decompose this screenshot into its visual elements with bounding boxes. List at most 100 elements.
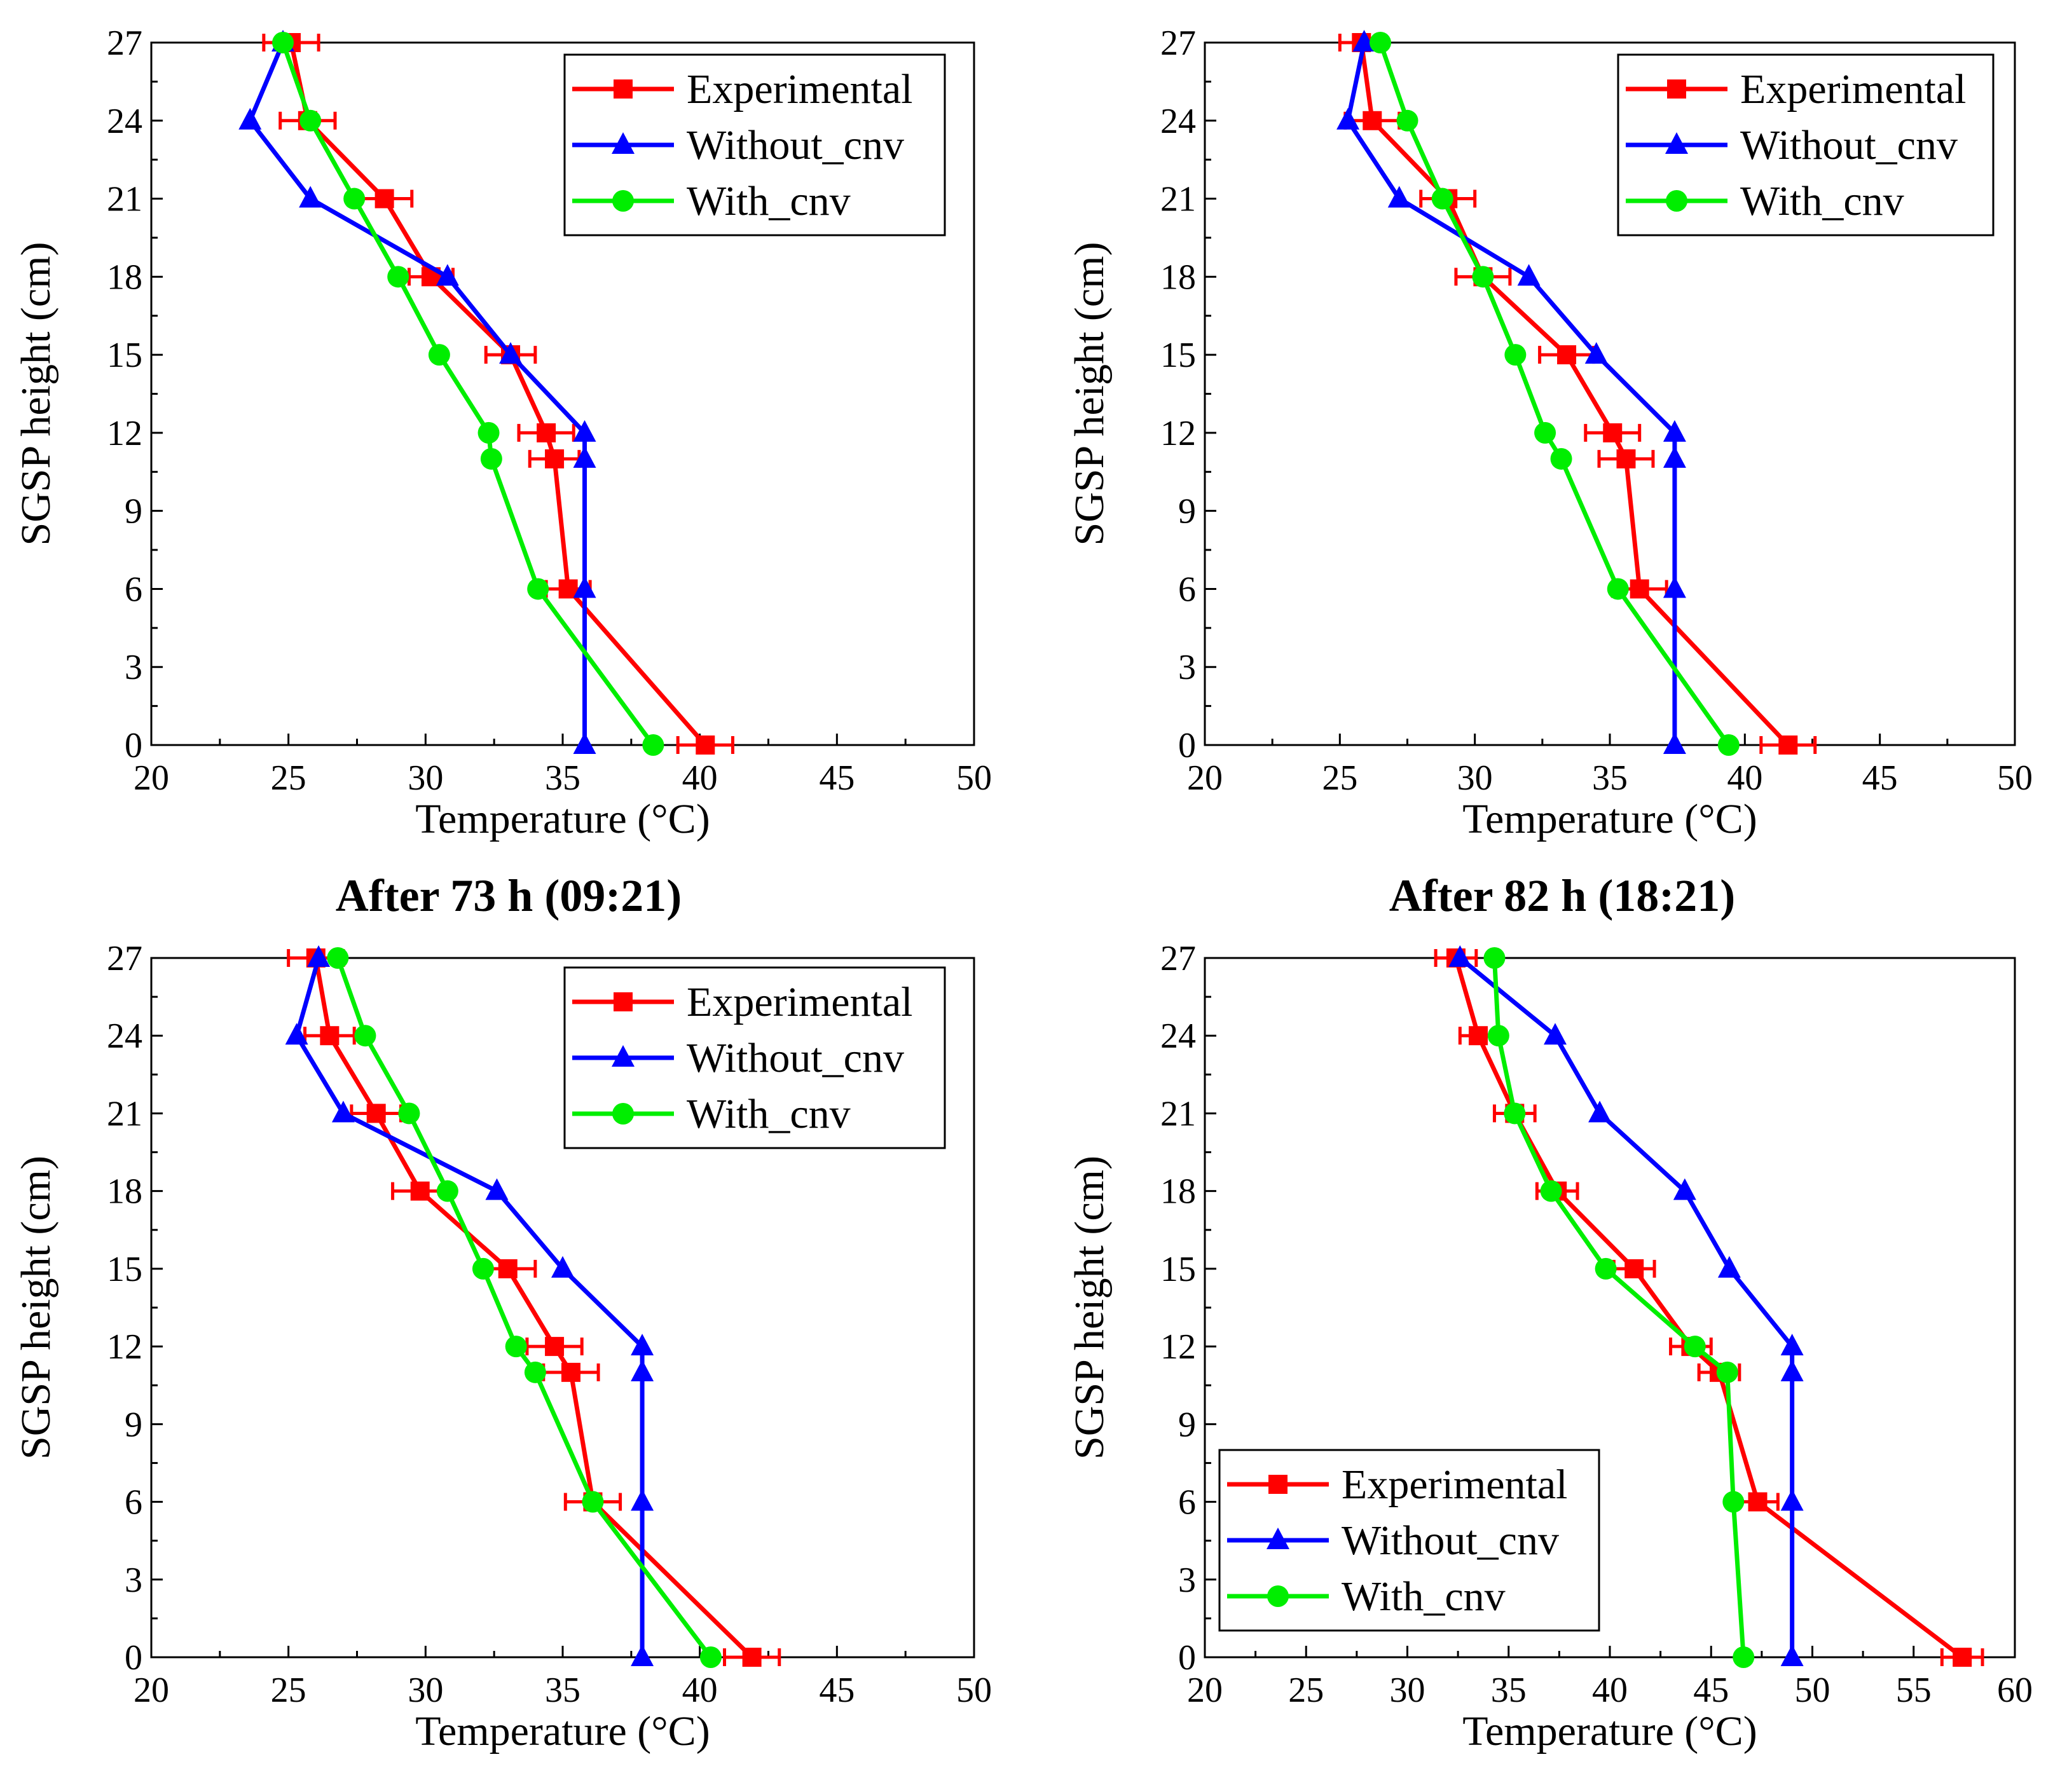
data-point [1717,1255,1741,1278]
legend: Experimental Without_cnv With_cnv [1617,53,1995,236]
y-tick-label: 12 [107,1327,142,1367]
data-point [327,947,349,969]
data-point [1504,344,1527,366]
data-point [428,344,450,366]
data-point [699,1646,722,1668]
y-tick-label: 0 [125,726,142,765]
data-point [1663,732,1686,754]
legend-marker [1267,1528,1289,1549]
x-tick-label: 55 [1896,1671,1932,1710]
y-tick-label: 6 [1178,1483,1196,1522]
data-point [1663,446,1686,468]
data-point [472,1257,494,1280]
legend-marker [1665,132,1688,154]
x-axis-label: Temperature (°C) [415,796,710,842]
data-point [1483,947,1506,969]
data-point [1780,1645,1804,1666]
y-tick-label: 0 [1178,726,1196,765]
x-tick-label: 30 [408,1671,443,1710]
x-tick-label: 40 [1727,758,1762,798]
x-tick-label: 30 [1390,1671,1425,1710]
data-point [320,1026,340,1046]
data-point [1544,1023,1567,1045]
y-tick-label: 0 [1178,1638,1196,1678]
chart-panel-1: 20 25 30 35 40 45 50 0 3 6 9 12 15 18 21 24 27 Temperatur… [13,24,992,842]
y-tick-label: 12 [1160,414,1196,453]
data-point [1607,578,1629,600]
data-point [1624,1259,1644,1278]
series-without-cnv [1336,30,1686,754]
legend: Experimental Without_cnv With_cnv [563,53,946,236]
data-point [1630,579,1649,599]
data-point [1363,111,1382,130]
x-axis-label: Temperature (°C) [415,1708,710,1754]
data-point [642,734,664,756]
legend-marker [614,79,633,99]
x-tick-label: 35 [1592,758,1628,798]
data-point [631,1489,654,1511]
data-point [1472,266,1494,288]
x-tick-label: 50 [1997,758,2033,798]
data-point [1588,1100,1612,1123]
data-point [1550,448,1572,470]
chart-panel-4: 20 25 30 35 40 45 50 55 60 0 3 6 9 12 15 18 21 24 27 Temper… [1066,939,2033,1754]
y-tick-label: 12 [107,414,142,453]
data-point [1396,109,1418,132]
y-tick-label: 24 [107,1016,142,1056]
legend-label: With_cnv [687,178,851,224]
x-tick-label: 35 [1491,1671,1527,1710]
data-point [485,1178,509,1200]
legend-label: Without_cnv [1342,1517,1559,1564]
y-tick-label: 15 [107,336,142,375]
x-tick-label: 25 [271,1671,306,1710]
legend-label: With_cnv [1740,178,1904,224]
x-tick-label: 30 [1457,758,1493,798]
x-tick-label: 25 [1288,1671,1324,1710]
data-point [1684,1336,1706,1358]
data-point [1370,32,1392,53]
y-axis-label: SGSP height (cm) [13,1156,59,1460]
legend-label: Experimental [1342,1461,1568,1508]
x-tick-label: 20 [134,758,169,798]
data-point [1540,1180,1562,1202]
y-tick-label: 27 [1160,939,1196,978]
data-point [1673,1178,1696,1200]
y-tick-label: 15 [1160,336,1196,375]
y-axis-label: SGSP height (cm) [1066,1156,1113,1460]
x-tick-label: 40 [682,1671,718,1710]
legend-label: Experimental [687,66,913,113]
data-point [537,423,556,442]
x-tick-label: 50 [956,758,992,798]
x-tick-label: 40 [1592,1671,1628,1710]
data-point [573,446,596,468]
panel-title-73h: After 73 h (09:21) [336,870,682,921]
data-point [1616,449,1636,469]
legend-label: Experimental [687,979,913,1025]
data-point [480,448,502,470]
legend: Experimental Without_cnv With_cnv [1218,1449,1600,1632]
data-point [238,107,262,130]
x-tick-label: 45 [819,758,855,798]
chart-panel-3: 20 25 30 35 40 45 50 0 3 6 9 12 15 18 21 24 27 Temperatur… [13,939,992,1754]
data-point [1336,107,1360,130]
data-point [1953,1648,1972,1667]
data-point [1504,1102,1526,1125]
y-tick-label: 21 [107,180,142,219]
data-point [1431,188,1453,210]
legend-label: With_cnv [1342,1573,1506,1620]
series-line [247,41,587,745]
data-point [551,1255,574,1278]
data-point [1716,1361,1738,1383]
y-tick-label: 9 [1178,492,1196,531]
data-point [499,342,523,364]
data-point [307,945,331,967]
x-tick-label: 20 [1187,758,1223,798]
data-point [1717,734,1740,756]
legend-marker [612,1045,635,1067]
series-without-cnv [238,30,596,754]
legend-marker [1268,1475,1288,1494]
data-point [1780,1359,1804,1381]
data-point [573,732,596,754]
x-tick-label: 60 [1997,1671,2033,1710]
